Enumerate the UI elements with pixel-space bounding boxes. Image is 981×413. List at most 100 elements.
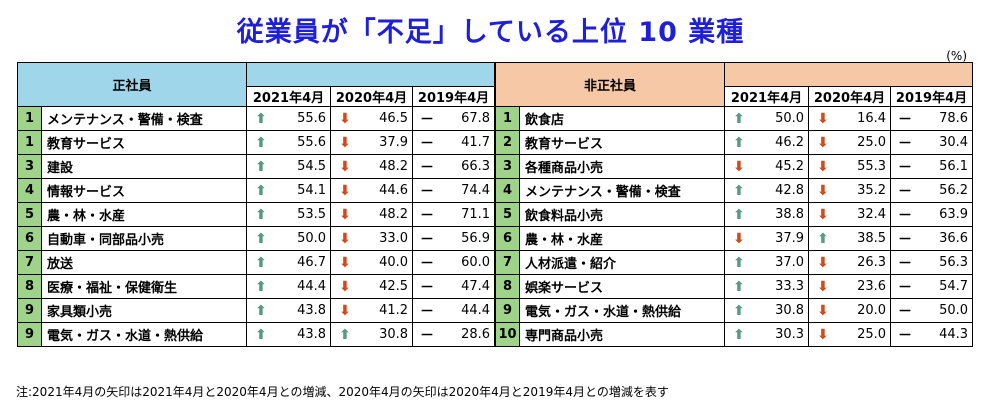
dash-icon: － [420,207,435,224]
arrow-down-icon: ⬇ [339,158,351,175]
value-2020: 20.0 [857,303,887,318]
arrow-down-icon: ⬇ [817,326,829,343]
value-2021-cell: ⬆ 38.8 [724,202,810,227]
year-header-2019: 2019年4月 [412,86,496,107]
value-2019: 56.1 [939,159,969,174]
value-2021: 54.1 [297,183,327,198]
dash-icon: － [898,183,913,200]
value-2020-cell: ⬇ 23.6 [808,274,892,299]
value-2019: 67.8 [461,111,491,126]
dash-icon: － [420,327,435,344]
value-2019-cell: － 44.3 [890,322,974,347]
industry-cell: 農・林・水産 [40,202,248,227]
rank-cell: 3 [17,154,42,179]
arrow-down-icon: ⬇ [817,134,829,151]
dash-icon: － [420,231,435,248]
value-2019: 30.4 [939,135,969,150]
dash-icon: － [420,159,435,176]
value-2019-cell: － 56.9 [412,226,496,251]
industry-cell: 飲食料品小売 [518,202,726,227]
arrow-down-icon: ⬇ [733,230,745,247]
value-2020: 46.5 [379,111,409,126]
value-2020-cell: ⬇ 20.0 [808,298,892,323]
rank-cell: 6 [495,226,520,251]
dash-icon: － [898,279,913,296]
value-2020-cell: ⬇ 25.0 [808,130,892,155]
year-header-2020: 2020年4月 [808,86,892,107]
arrow-down-icon: ⬇ [817,182,829,199]
dash-icon: － [420,135,435,152]
value-2021-cell: ⬇ 45.2 [724,154,810,179]
value-2021-cell: ⬆ 50.0 [724,106,810,131]
industry-cell: 教育サービス [518,130,726,155]
arrow-up-icon: ⬆ [733,134,745,151]
value-2021-cell: ⬆ 55.6 [246,106,332,131]
value-2020: 44.6 [379,183,409,198]
industry-cell: 農・林・水産 [518,226,726,251]
non-regular-employee-table: 非正社員 2021年4月 2020年4月 2019年4月 1 飲食店 ⬆ 50.0 ⬇ 1… [494,62,974,347]
value-2020: 37.9 [379,135,409,150]
industry-cell: 教育サービス [40,130,248,155]
value-2020: 40.0 [379,255,409,270]
industry-cell: 人材派遣・紹介 [518,250,726,275]
dash-icon: － [420,183,435,200]
rank-cell: 3 [495,154,520,179]
table-row: 2 教育サービス ⬆ 46.2 ⬇ 25.0 － 30.4 [495,130,974,155]
value-2020: 16.4 [857,111,887,126]
arrow-up-icon: ⬆ [255,326,267,343]
value-2020-cell: ⬇ 46.5 [330,106,414,131]
rank-cell: 8 [495,274,520,299]
regular-employee-header: 正社員 [16,62,248,107]
arrow-down-icon: ⬇ [339,278,351,295]
value-2020: 35.2 [857,183,887,198]
arrow-down-icon: ⬇ [339,182,351,199]
rank-cell: 9 [495,298,520,323]
table-row: 5 飲食料品小売 ⬆ 38.8 ⬇ 32.4 － 63.9 [495,202,974,227]
dash-icon: － [898,207,913,224]
year-header-2021: 2021年4月 [246,86,332,107]
table-row: 10 専門商品小売 ⬆ 30.3 ⬇ 25.0 － 44.3 [495,322,974,347]
value-2021: 50.0 [297,231,327,246]
rank-cell: 6 [17,226,42,251]
value-2021: 46.7 [297,255,327,270]
table-row: 6 自動車・同部品小売 ⬆ 50.0 ⬇ 33.0 － 56.9 [17,226,496,251]
value-2021: 46.2 [775,135,805,150]
value-2021-cell: ⬆ 44.4 [246,274,332,299]
value-2021: 55.6 [297,135,327,150]
arrow-down-icon: ⬇ [817,158,829,175]
value-2020: 32.4 [857,207,887,222]
value-2020-cell: ⬇ 26.3 [808,250,892,275]
arrow-down-icon: ⬇ [339,302,351,319]
value-2019-cell: － 47.4 [412,274,496,299]
value-2019-cell: － 74.4 [412,178,496,203]
industry-cell: 放送 [40,250,248,275]
industry-cell: メンテナンス・警備・検査 [40,106,248,131]
value-2020-cell: ⬇ 33.0 [330,226,414,251]
value-2019: 44.3 [939,327,969,342]
non-regular-employee-header: 非正社員 [494,62,726,107]
arrow-up-icon: ⬆ [733,254,745,271]
value-2019: 63.9 [939,207,969,222]
value-2021: 37.9 [775,231,805,246]
industry-cell: メンテナンス・警備・検査 [518,178,726,203]
value-2019: 36.6 [939,231,969,246]
value-2020-cell: ⬆ 30.8 [330,322,414,347]
value-2021-cell: ⬆ 54.1 [246,178,332,203]
arrow-up-icon: ⬆ [255,182,267,199]
value-2020-cell: ⬇ 25.0 [808,322,892,347]
table-row: 7 放送 ⬆ 46.7 ⬇ 40.0 － 60.0 [17,250,496,275]
dash-icon: － [898,135,913,152]
arrow-up-icon: ⬆ [817,230,829,247]
value-2021-cell: ⬆ 43.8 [246,298,332,323]
dash-icon: － [898,255,913,272]
table-row: 4 メンテナンス・警備・検査 ⬆ 42.8 ⬇ 35.2 － 56.2 [495,178,974,203]
arrow-down-icon: ⬇ [339,230,351,247]
table-row: 7 人材派遣・紹介 ⬆ 37.0 ⬇ 26.3 － 56.3 [495,250,974,275]
dash-icon: － [420,303,435,320]
value-2020: 33.0 [379,231,409,246]
value-2021-cell: ⬆ 30.8 [724,298,810,323]
arrow-up-icon: ⬆ [255,206,267,223]
value-2020: 25.0 [857,327,887,342]
footnote: 注:2021年4月の矢印は2021年4月と2020年4月との増減、2020年4月… [16,385,669,399]
value-2019-cell: － 56.1 [890,154,974,179]
